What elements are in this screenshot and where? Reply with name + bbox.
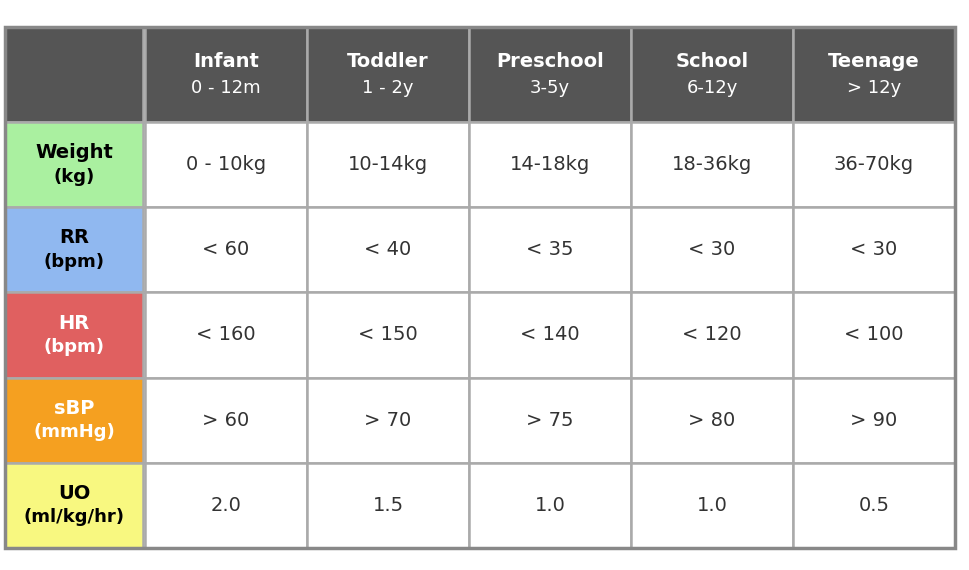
Text: < 100: < 100 — [843, 325, 903, 344]
Text: < 30: < 30 — [688, 241, 735, 259]
Bar — [144, 27, 306, 122]
Text: 0 - 10kg: 0 - 10kg — [186, 155, 266, 174]
Text: 1.0: 1.0 — [696, 496, 727, 515]
Text: 2.0: 2.0 — [210, 496, 241, 515]
Text: (bpm): (bpm) — [44, 253, 105, 271]
Text: RR: RR — [59, 229, 89, 247]
Bar — [5, 122, 142, 207]
Text: > 60: > 60 — [203, 411, 249, 430]
Bar — [306, 27, 469, 122]
Text: 0 - 12m: 0 - 12m — [191, 79, 261, 97]
Text: (kg): (kg) — [53, 168, 95, 185]
Text: Infant: Infant — [193, 52, 259, 71]
Text: (mmHg): (mmHg) — [33, 423, 114, 441]
Text: > 75: > 75 — [526, 411, 573, 430]
Text: < 140: < 140 — [519, 325, 579, 344]
Bar — [306, 122, 469, 207]
Bar — [469, 27, 631, 122]
Bar — [306, 377, 469, 463]
Bar — [5, 292, 142, 377]
Text: 1.5: 1.5 — [372, 496, 403, 515]
Text: < 120: < 120 — [681, 325, 741, 344]
Text: 1 - 2y: 1 - 2y — [361, 79, 414, 97]
Text: School: School — [674, 52, 748, 71]
Text: < 150: < 150 — [358, 325, 418, 344]
Bar — [793, 207, 954, 292]
Bar — [793, 292, 954, 377]
Text: UO: UO — [58, 484, 90, 503]
Text: sBP: sBP — [53, 399, 94, 418]
Bar — [144, 122, 306, 207]
Text: Weight: Weight — [35, 143, 112, 162]
Text: 0.5: 0.5 — [858, 496, 889, 515]
Bar — [144, 463, 306, 548]
Text: 10-14kg: 10-14kg — [348, 155, 427, 174]
Text: (bpm): (bpm) — [44, 338, 105, 356]
Text: < 60: < 60 — [203, 241, 249, 259]
Text: < 35: < 35 — [526, 241, 573, 259]
Bar — [469, 292, 631, 377]
Text: 36-70kg: 36-70kg — [833, 155, 913, 174]
Text: HR: HR — [58, 314, 89, 332]
Bar — [793, 377, 954, 463]
Text: > 70: > 70 — [364, 411, 411, 430]
Bar — [5, 207, 142, 292]
Text: 1.0: 1.0 — [534, 496, 565, 515]
Bar — [469, 463, 631, 548]
Bar — [306, 292, 469, 377]
Bar — [469, 207, 631, 292]
Bar — [5, 377, 142, 463]
Bar — [306, 207, 469, 292]
Bar — [469, 122, 631, 207]
Text: < 40: < 40 — [364, 241, 411, 259]
Text: 6-12y: 6-12y — [686, 79, 737, 97]
Text: > 12y: > 12y — [846, 79, 900, 97]
Text: 3-5y: 3-5y — [529, 79, 570, 97]
Bar — [5, 27, 142, 122]
Bar — [5, 463, 142, 548]
Text: 14-18kg: 14-18kg — [510, 155, 589, 174]
Bar — [631, 27, 793, 122]
Text: (ml/kg/hr): (ml/kg/hr) — [23, 508, 124, 526]
Bar — [631, 377, 793, 463]
Bar — [144, 207, 306, 292]
Text: > 80: > 80 — [688, 411, 735, 430]
Text: Teenage: Teenage — [828, 52, 919, 71]
Bar — [793, 463, 954, 548]
Text: Toddler: Toddler — [347, 52, 428, 71]
Bar — [631, 463, 793, 548]
Bar — [793, 27, 954, 122]
Bar — [631, 207, 793, 292]
Bar — [306, 463, 469, 548]
Text: 18-36kg: 18-36kg — [672, 155, 751, 174]
Bar — [631, 292, 793, 377]
Bar — [469, 377, 631, 463]
Bar — [631, 122, 793, 207]
Text: > 90: > 90 — [850, 411, 896, 430]
Text: Preschool: Preschool — [495, 52, 604, 71]
Bar — [144, 377, 306, 463]
Text: < 160: < 160 — [196, 325, 256, 344]
Bar — [144, 292, 306, 377]
Bar — [793, 122, 954, 207]
Text: < 30: < 30 — [850, 241, 896, 259]
